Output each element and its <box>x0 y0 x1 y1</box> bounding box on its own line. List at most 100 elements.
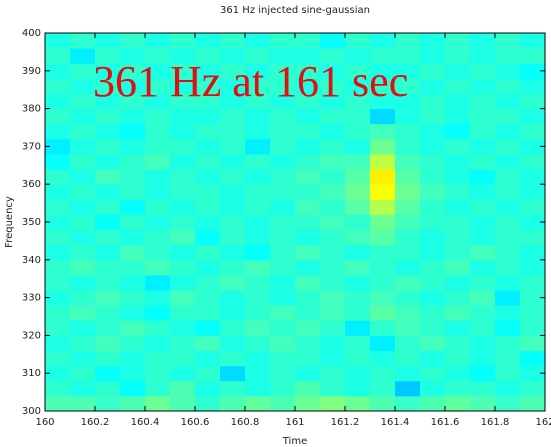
cell <box>370 320 396 336</box>
cell <box>70 244 96 261</box>
cell <box>95 380 121 397</box>
y-tick-label: 340 <box>22 255 41 266</box>
cell <box>445 395 471 412</box>
cell <box>145 214 171 231</box>
cell <box>245 93 271 110</box>
cell <box>495 48 521 64</box>
cell <box>445 305 471 321</box>
cell <box>395 214 421 231</box>
cell <box>470 199 496 215</box>
cell <box>220 108 246 125</box>
cell <box>170 380 196 397</box>
cell <box>420 138 446 155</box>
cell <box>495 214 521 231</box>
cell <box>420 274 446 291</box>
cell <box>445 108 471 125</box>
cell <box>320 153 346 170</box>
cell <box>295 33 321 49</box>
cell <box>195 380 221 397</box>
cell <box>345 395 371 412</box>
cell <box>245 48 271 64</box>
cell <box>220 229 246 246</box>
cell <box>270 320 296 336</box>
cell <box>145 138 171 155</box>
cell <box>495 305 521 321</box>
cell <box>120 199 146 215</box>
cell <box>295 48 321 64</box>
cell <box>420 199 446 215</box>
cell <box>470 214 496 231</box>
cell <box>170 274 196 291</box>
cell <box>345 199 371 215</box>
cell <box>470 63 496 79</box>
cell <box>45 350 71 367</box>
cell <box>295 108 321 125</box>
cell <box>445 259 471 276</box>
cell <box>420 395 446 412</box>
cell <box>270 63 296 79</box>
cell <box>420 335 446 352</box>
cell <box>195 199 221 215</box>
cell <box>520 380 546 397</box>
cell <box>445 123 471 140</box>
x-tick-label: 161.2 <box>331 417 360 428</box>
cell <box>470 108 496 125</box>
cell <box>395 33 421 49</box>
cell <box>95 153 121 170</box>
cell <box>270 380 296 397</box>
cell <box>170 350 196 367</box>
cell <box>145 48 171 64</box>
cell <box>320 320 346 336</box>
cell <box>395 395 421 412</box>
cell <box>295 380 321 397</box>
cell <box>345 78 371 94</box>
cell <box>220 153 246 170</box>
cell <box>245 395 271 412</box>
cell <box>245 123 271 140</box>
cell <box>70 229 96 246</box>
cell <box>470 305 496 321</box>
cell <box>320 365 346 382</box>
cell <box>520 229 546 246</box>
cell <box>170 153 196 170</box>
cell <box>145 123 171 140</box>
x-tick-label: 161.6 <box>431 417 460 428</box>
cell <box>295 169 321 185</box>
cell <box>195 274 221 291</box>
cell <box>370 108 396 125</box>
cell <box>395 244 421 261</box>
cell <box>320 305 346 321</box>
cell <box>120 350 146 367</box>
cell <box>170 199 196 215</box>
cell <box>220 123 246 140</box>
chart-title: 361 Hz injected sine-gaussian <box>220 5 370 16</box>
cell <box>345 335 371 352</box>
cell <box>445 33 471 49</box>
cell <box>520 184 546 200</box>
cell <box>195 108 221 125</box>
cell <box>520 214 546 231</box>
cell <box>120 244 146 261</box>
cell <box>45 274 71 291</box>
cell <box>70 153 96 170</box>
cell <box>370 123 396 140</box>
cell <box>420 108 446 125</box>
cell <box>145 244 171 261</box>
cell <box>270 78 296 94</box>
cell <box>245 335 271 352</box>
cell <box>45 138 71 155</box>
cell <box>70 259 96 276</box>
cell <box>195 169 221 185</box>
x-axis-label: Time <box>282 436 307 447</box>
x-tick-label: 160 <box>35 417 54 428</box>
cell <box>170 169 196 185</box>
cell <box>445 365 471 382</box>
cell <box>420 244 446 261</box>
cell <box>145 290 171 306</box>
cell <box>45 78 71 94</box>
cell <box>95 33 121 49</box>
cell <box>470 290 496 306</box>
cell <box>45 214 71 231</box>
y-tick-label: 400 <box>22 28 41 39</box>
